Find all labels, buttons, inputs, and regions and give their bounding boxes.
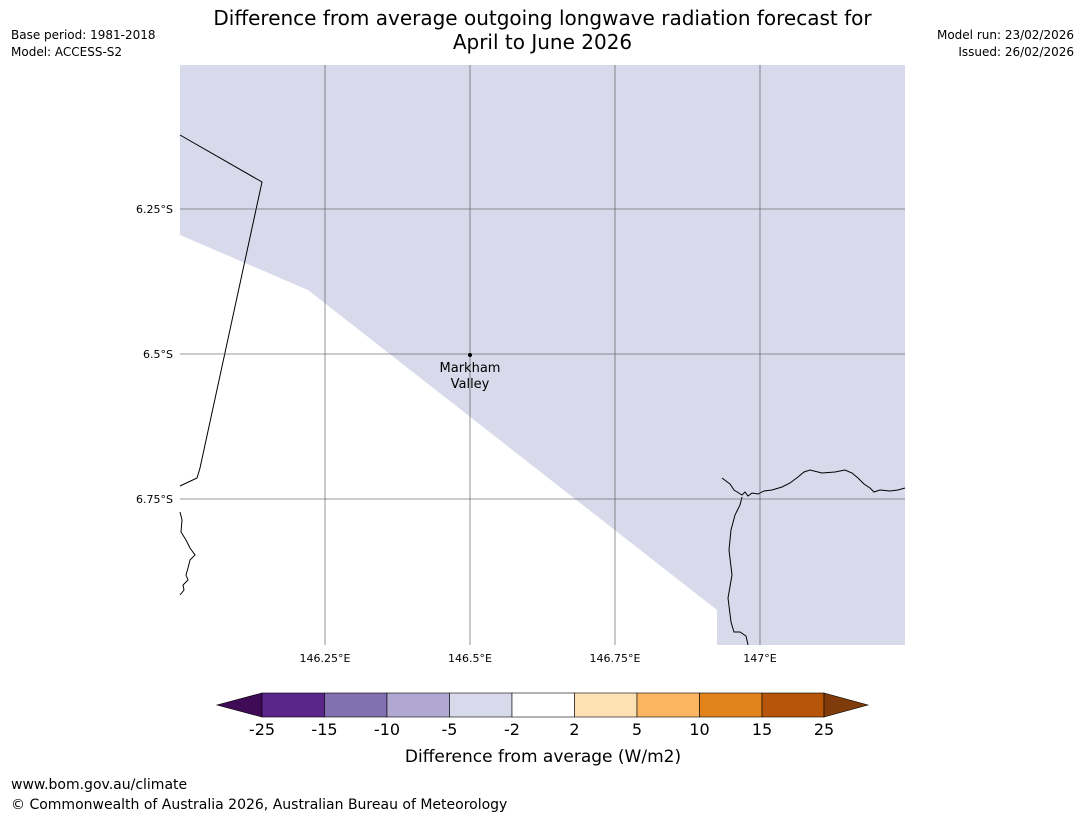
colorbar-tick-label: -5 bbox=[442, 720, 458, 739]
colorbar bbox=[215, 692, 870, 718]
model-run: Model run: 23/02/2026 bbox=[936, 28, 1074, 42]
colorbar-tick-label: 2 bbox=[569, 720, 579, 739]
lat-tick-label: 6.75°S bbox=[136, 493, 173, 506]
lon-tick-label: 146.5°E bbox=[448, 652, 492, 665]
map-title: Difference from average outgoing longwav… bbox=[180, 6, 905, 54]
issued-date: Issued: 26/02/2026 bbox=[958, 45, 1074, 59]
lat-tick-label: 6.25°S bbox=[136, 203, 173, 216]
colorbar-tick-label: 25 bbox=[814, 720, 834, 739]
footer-url[interactable]: www.bom.gov.au/climate bbox=[11, 777, 188, 793]
colorbar-bin bbox=[324, 692, 388, 718]
colorbar-tick-label: -15 bbox=[311, 720, 337, 739]
colorbar-tick-label: -10 bbox=[374, 720, 400, 739]
colorbar-bin bbox=[261, 692, 325, 718]
lon-tick-label: 146.25°E bbox=[300, 652, 351, 665]
meta-right: Model run: 23/02/2026 Issued: 26/02/2026 bbox=[937, 27, 1074, 61]
base-period: Base period: 1981-2018 bbox=[11, 28, 156, 42]
forecast-shaded-region bbox=[180, 65, 905, 645]
colorbar-tick-label: -2 bbox=[504, 720, 520, 739]
lon-tick-label: 147°E bbox=[743, 652, 776, 665]
colorbar-bin bbox=[386, 692, 450, 718]
place-marker bbox=[468, 353, 472, 357]
colorbar-bin bbox=[761, 692, 825, 718]
coastline-southeast bbox=[727, 496, 749, 646]
graticule bbox=[180, 65, 905, 645]
border-line bbox=[179, 134, 263, 487]
coastline-west bbox=[179, 511, 196, 596]
place-label-line-1: Markham bbox=[440, 361, 501, 376]
colorbar-extend-high bbox=[823, 692, 870, 718]
meta-left: Base period: 1981-2018 Model: ACCESS-S2 bbox=[11, 27, 156, 61]
model-name: Model: ACCESS-S2 bbox=[11, 45, 123, 59]
footer-copyright: © Commonwealth of Australia 2026, Austra… bbox=[11, 797, 508, 813]
colorbar-bin bbox=[699, 692, 763, 718]
coastline-east bbox=[721, 469, 906, 497]
lon-tick-label: 146.75°E bbox=[590, 652, 641, 665]
lat-tick-label: 6.5°S bbox=[143, 348, 173, 361]
title-line-1: Difference from average outgoing longwav… bbox=[213, 6, 872, 30]
place-label-line-2: Valley bbox=[451, 377, 490, 392]
colorbar-tick-label: 10 bbox=[689, 720, 709, 739]
colorbar-extend-low bbox=[215, 692, 263, 718]
colorbar-tick-label: 15 bbox=[752, 720, 772, 739]
colorbar-tick-label: -25 bbox=[249, 720, 275, 739]
title-line-2: April to June 2026 bbox=[452, 30, 633, 54]
colorbar-bin bbox=[574, 692, 638, 718]
colorbar-bin bbox=[449, 692, 513, 718]
colorbar-tick-label: 5 bbox=[632, 720, 642, 739]
colorbar-bin bbox=[636, 692, 700, 718]
colorbar-bin bbox=[511, 692, 575, 718]
colorbar-label: Difference from average (W/m2) bbox=[405, 747, 681, 767]
footer: www.bom.gov.au/climate © Commonwealth of… bbox=[11, 775, 507, 815]
